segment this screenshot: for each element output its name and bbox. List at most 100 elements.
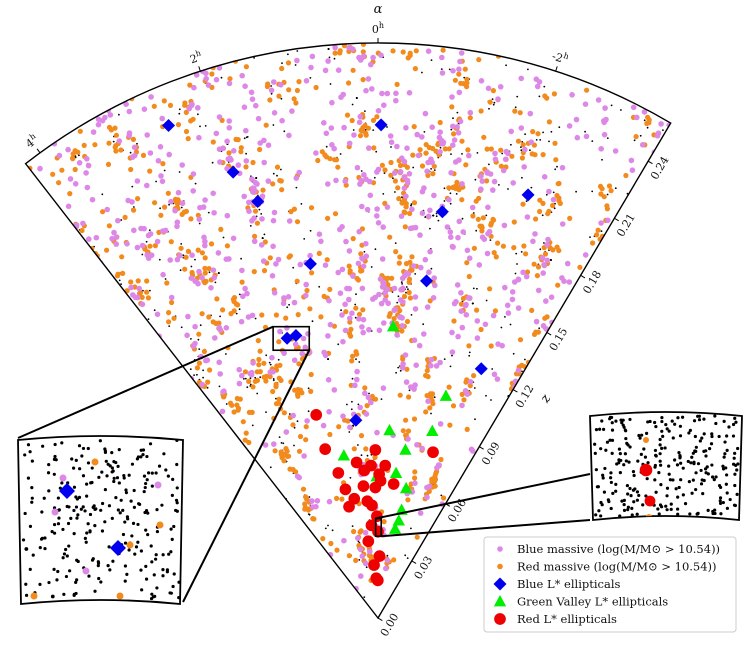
galaxy-dot	[64, 232, 67, 235]
galaxy-dot	[120, 219, 123, 221]
galaxy-dot	[260, 213, 263, 215]
galaxy-dot	[218, 385, 221, 388]
galaxy-dot	[643, 119, 646, 122]
galaxy-dot	[372, 129, 375, 132]
galaxy-dot	[414, 273, 417, 275]
galaxy-dot	[554, 168, 557, 171]
galaxy-dot	[456, 111, 459, 114]
galaxy-dot	[429, 227, 431, 230]
galaxy-dot	[443, 200, 446, 202]
galaxy-dot	[510, 143, 512, 146]
galaxy-dot	[272, 172, 275, 175]
galaxy-dot	[610, 104, 613, 107]
galaxy-dot	[633, 139, 636, 142]
galaxy-dot	[493, 101, 496, 104]
galaxy-dot	[514, 272, 517, 275]
galaxy-dot	[373, 176, 376, 179]
galaxy-dot	[492, 103, 495, 106]
galaxy-dot	[530, 364, 533, 367]
galaxy-dot	[95, 259, 98, 262]
galaxy-dot	[433, 169, 436, 172]
galaxy-dot	[288, 413, 291, 415]
galaxy-dot	[463, 76, 466, 79]
galaxy-dot	[450, 128, 453, 131]
galaxy-dot	[180, 206, 183, 209]
galaxy-dot	[394, 191, 396, 193]
galaxy-dot	[396, 301, 399, 304]
galaxy-dot	[606, 193, 609, 196]
galaxy-dot	[211, 161, 214, 164]
galaxy-dot	[354, 316, 357, 319]
galaxy-dot	[354, 303, 357, 306]
galaxy-dot	[294, 64, 297, 66]
galaxy-dot	[265, 354, 268, 357]
galaxy-dot	[71, 231, 74, 234]
galaxy-dot	[300, 203, 303, 205]
galaxy-dot	[197, 113, 199, 116]
galaxy-dot	[281, 62, 283, 64]
galaxy-dot	[364, 129, 367, 131]
galaxy-dot	[276, 174, 278, 177]
galaxy-dot	[455, 193, 458, 195]
galaxy-dot	[553, 207, 556, 210]
galaxy-dot	[449, 192, 452, 195]
galaxy-dot	[249, 377, 252, 380]
galaxy-dot	[357, 444, 359, 446]
galaxy-dot	[153, 309, 156, 312]
galaxy-dot	[521, 176, 523, 179]
galaxy-dot	[245, 136, 248, 139]
galaxy-dot	[375, 150, 378, 153]
galaxy-dot	[145, 240, 148, 243]
galaxy-dot	[363, 596, 366, 598]
galaxy-dot	[392, 177, 394, 180]
galaxy-dot	[405, 291, 407, 294]
galaxy-dot	[488, 107, 490, 110]
galaxy-dot	[543, 242, 545, 244]
galaxy-dot	[530, 364, 533, 367]
galaxy-dot	[514, 106, 517, 109]
galaxy-dot	[280, 168, 282, 171]
galaxy-dot	[148, 229, 151, 232]
galaxy-dot	[539, 248, 542, 251]
galaxy-dot	[206, 386, 209, 389]
galaxy-dot	[180, 326, 183, 329]
galaxy-dot	[358, 559, 361, 561]
galaxy-dot	[552, 191, 555, 194]
galaxy-dot	[238, 293, 241, 296]
galaxy-dot	[339, 153, 342, 155]
galaxy-dot	[365, 566, 368, 569]
galaxy-dot	[505, 64, 507, 67]
galaxy-dot	[303, 238, 306, 240]
galaxy-dot	[311, 320, 314, 323]
galaxy-dot	[328, 56, 331, 59]
galaxy-dot	[524, 133, 526, 136]
galaxy-dot	[202, 369, 205, 372]
galaxy-dot	[337, 343, 340, 346]
galaxy-dot	[325, 145, 328, 148]
galaxy-dot	[240, 257, 243, 260]
galaxy-dot	[401, 283, 403, 285]
galaxy-dot	[410, 314, 413, 316]
galaxy-dot	[254, 317, 257, 320]
galaxy-dot	[179, 269, 182, 272]
galaxy-dot	[199, 324, 202, 327]
galaxy-dot	[386, 554, 389, 557]
galaxy-dot	[474, 418, 476, 421]
galaxy-dot	[360, 170, 363, 172]
galaxy-dot	[249, 383, 252, 386]
galaxy-dot	[380, 398, 383, 400]
galaxy-dot	[556, 165, 558, 168]
galaxy-dot	[349, 476, 352, 479]
galaxy-dot	[270, 85, 272, 87]
galaxy-dot	[214, 281, 217, 284]
galaxy-dot	[219, 315, 222, 318]
galaxy-dot	[64, 232, 67, 235]
galaxy-dot	[251, 424, 254, 427]
galaxy-dot	[395, 371, 397, 374]
galaxy-dot	[197, 338, 200, 341]
galaxy-dot	[440, 68, 443, 70]
galaxy-dot	[520, 146, 522, 149]
galaxy-dot	[405, 286, 408, 288]
galaxy-dot	[147, 318, 150, 320]
galaxy-dot	[199, 125, 201, 128]
